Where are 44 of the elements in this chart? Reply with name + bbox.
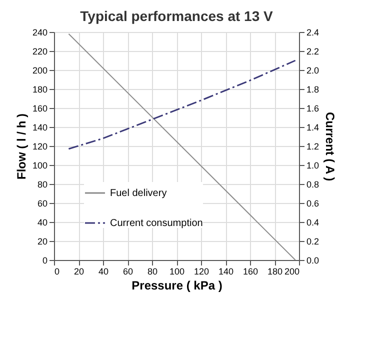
y2-axis-title: Current ( A ) xyxy=(323,112,338,182)
y-tick-label: 120 xyxy=(32,142,48,152)
chart-title: Typical performances at 13 V xyxy=(80,8,274,24)
y2-tick-label: 0.6 xyxy=(306,198,320,208)
x-tick-label: 0 xyxy=(54,266,60,276)
y-tick-label: 160 xyxy=(32,104,48,114)
y2-tick-label: 1.6 xyxy=(306,104,320,114)
y-tick-label: 100 xyxy=(32,160,48,170)
y-tick-label: 180 xyxy=(32,84,48,94)
x-axis-title: Pressure ( kPa ) xyxy=(132,278,222,292)
x-tick-label: 140 xyxy=(218,266,234,276)
x-tick-label: 60 xyxy=(122,266,134,276)
y2-tick-label: 1.2 xyxy=(306,142,320,152)
y-tick-label: 220 xyxy=(32,46,48,56)
y-tick-label: 0 xyxy=(42,256,48,266)
y-tick-label: 240 xyxy=(32,28,48,38)
y2-tick-label: 0.8 xyxy=(306,180,320,190)
legend-label: Current consumption xyxy=(110,218,203,229)
y2-tick-label: 1.4 xyxy=(306,122,320,132)
x-tick-label: 20 xyxy=(74,266,84,276)
x-tick-label: 40 xyxy=(98,266,109,276)
y-tick-label: 40 xyxy=(37,218,48,228)
x-tick-label: 180 xyxy=(267,266,283,276)
x-tick-label: 160 xyxy=(242,266,258,276)
legend-label: Fuel delivery xyxy=(110,188,167,199)
y2-tick-label: 0.0 xyxy=(306,256,320,266)
y2-tick-label: 1.0 xyxy=(306,160,320,170)
y-tick-label: 20 xyxy=(37,236,48,246)
y2-tick-label: 2.0 xyxy=(306,66,320,76)
line-series xyxy=(68,60,296,150)
x-tick-label: 100 xyxy=(169,266,185,276)
y-tick-label: 200 xyxy=(32,66,48,76)
y-tick-label: 140 xyxy=(32,122,48,132)
y2-tick-label: 0.4 xyxy=(306,218,320,228)
x-tick-label: 80 xyxy=(147,266,158,276)
x-tick-label: 200 xyxy=(284,266,300,276)
y2-tick-label: 0.2 xyxy=(306,236,320,246)
y2-tick-label: 1.8 xyxy=(306,84,320,94)
y-tick-label: 80 xyxy=(37,180,48,190)
y2-tick-label: 2.2 xyxy=(306,46,320,56)
y-tick-label: 60 xyxy=(37,198,48,208)
x-tick-label: 120 xyxy=(194,266,210,276)
y-axis-title: Flow ( l / h ) xyxy=(14,114,28,180)
y2-tick-label: 2.4 xyxy=(306,28,320,38)
